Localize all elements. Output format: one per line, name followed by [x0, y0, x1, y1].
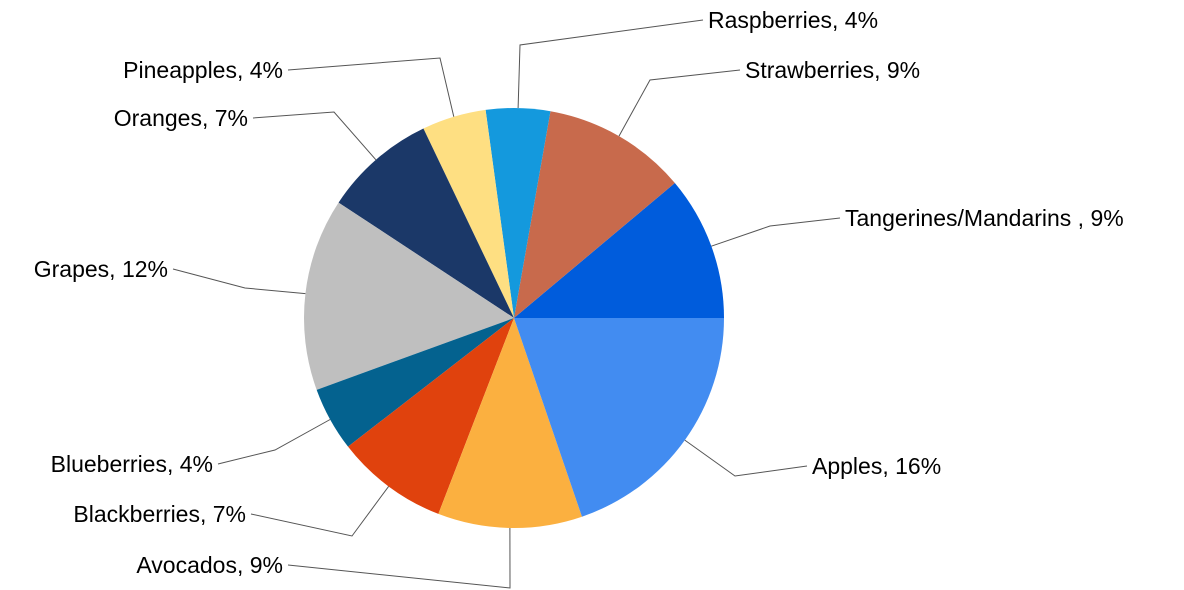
slice-label: Apples, 16%	[812, 453, 941, 479]
leader-line	[711, 217, 841, 247]
pie-slice-blackberries	[348, 318, 514, 514]
leader-line	[252, 111, 377, 161]
leader-line	[217, 419, 331, 465]
slice-label: Avocados, 9%	[136, 552, 283, 578]
slice-label: Grapes, 12%	[34, 256, 168, 282]
leader-line	[684, 439, 808, 477]
slice-label: Raspberries, 4%	[708, 7, 878, 33]
slice-label: Blueberries, 4%	[51, 451, 213, 477]
slice-label: Tangerines/Mandarins , 9%	[845, 205, 1124, 231]
pie-slice-pineapples	[423, 109, 514, 319]
leader-line	[287, 527, 511, 589]
pie-slice-tangerines-mandarins	[514, 183, 724, 318]
pie-slice-oranges	[338, 128, 514, 318]
leader-lines	[172, 19, 841, 589]
slice-label: Oranges, 7%	[114, 105, 248, 131]
pie-slices	[303, 107, 724, 529]
leader-line	[517, 19, 704, 109]
leader-line	[172, 268, 306, 295]
slice-label: Pineapples, 4%	[123, 57, 283, 83]
pie-slice-apples	[514, 318, 724, 517]
pie-slice-avocados	[438, 318, 582, 529]
slice-label: Strawberries, 9%	[745, 57, 920, 83]
pie-slice-grapes	[303, 202, 514, 390]
slice-labels: Tangerines/Mandarins , 9% Strawberries, 9…	[34, 7, 1124, 578]
leader-line	[618, 69, 741, 137]
slice-label: Blackberries, 7%	[73, 501, 246, 527]
pie-slice-blueberries	[316, 318, 514, 447]
leader-line	[250, 486, 390, 537]
leader-line	[287, 57, 455, 117]
pie-slice-raspberries	[485, 107, 551, 318]
pie-slice-strawberries	[514, 111, 675, 318]
